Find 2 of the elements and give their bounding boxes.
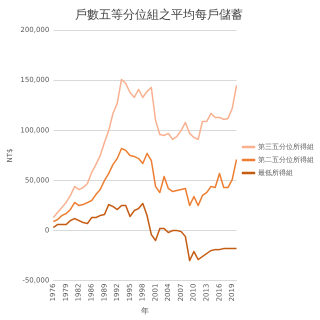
chart-title: 戶數五等分位組之平均每戶儲蓄 (75, 7, 243, 22)
x-axis-title: 年 (140, 306, 149, 316)
